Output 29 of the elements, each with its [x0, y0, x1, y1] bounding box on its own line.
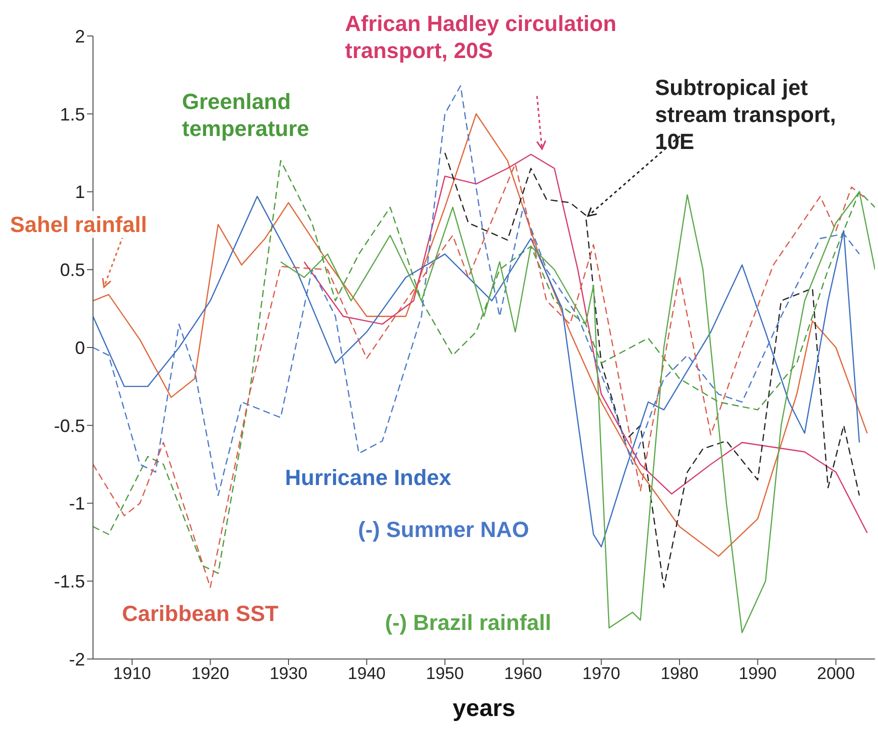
text: Hurricane Index	[285, 464, 452, 491]
y-tick-label: -1	[68, 494, 85, 514]
text: Subtropical jet stream transport, 10E	[655, 74, 837, 155]
x-tick-label: 1990	[738, 664, 777, 684]
text: (-) Summer NAO	[358, 516, 530, 543]
x-tick-label: 1960	[504, 664, 542, 684]
y-tick-label: 1	[74, 182, 85, 202]
x-tick-label: 1920	[191, 664, 230, 684]
y-tick-label: 2	[74, 26, 85, 46]
text: Sahel rainfall	[10, 211, 150, 238]
y-tick-label: -1.5	[54, 572, 85, 592]
series-label: Caribbean SST	[122, 600, 280, 627]
series-label: Greenland temperature	[182, 88, 310, 142]
x-tick-label: 1970	[582, 664, 620, 684]
y-tick-label: -0.5	[54, 416, 85, 436]
x-tick-label: 2000	[816, 664, 855, 684]
y-tick-label: -2	[68, 649, 85, 670]
x-axis-title: years	[452, 695, 516, 722]
x-tick-label: 1980	[660, 664, 698, 684]
x-tick-label: 1910	[113, 664, 152, 684]
text: (-) Brazil rainfall	[385, 609, 552, 636]
text: African Hadley circulation transport, 20S	[345, 10, 618, 64]
line-series	[280, 191, 875, 634]
x-tick-label: 1930	[270, 664, 308, 684]
x-tick-label: 1950	[426, 664, 464, 684]
y-tick-label: 1.5	[60, 104, 85, 124]
y-tick-label: 0	[74, 338, 85, 358]
y-tick-label: 0.5	[60, 260, 85, 280]
x-tick-label: 1940	[348, 664, 386, 684]
